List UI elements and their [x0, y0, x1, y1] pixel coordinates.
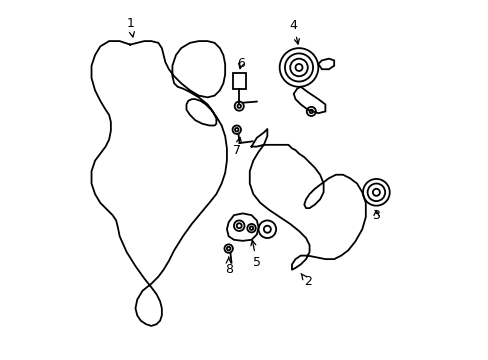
- Text: 3: 3: [372, 209, 380, 222]
- Bar: [232, 73, 245, 89]
- Text: 2: 2: [301, 274, 311, 288]
- Text: 1: 1: [126, 17, 134, 37]
- Text: 6: 6: [237, 58, 244, 71]
- Text: 5: 5: [250, 240, 260, 269]
- Text: 7: 7: [233, 137, 241, 157]
- Text: 4: 4: [289, 19, 299, 44]
- Text: 8: 8: [224, 257, 232, 276]
